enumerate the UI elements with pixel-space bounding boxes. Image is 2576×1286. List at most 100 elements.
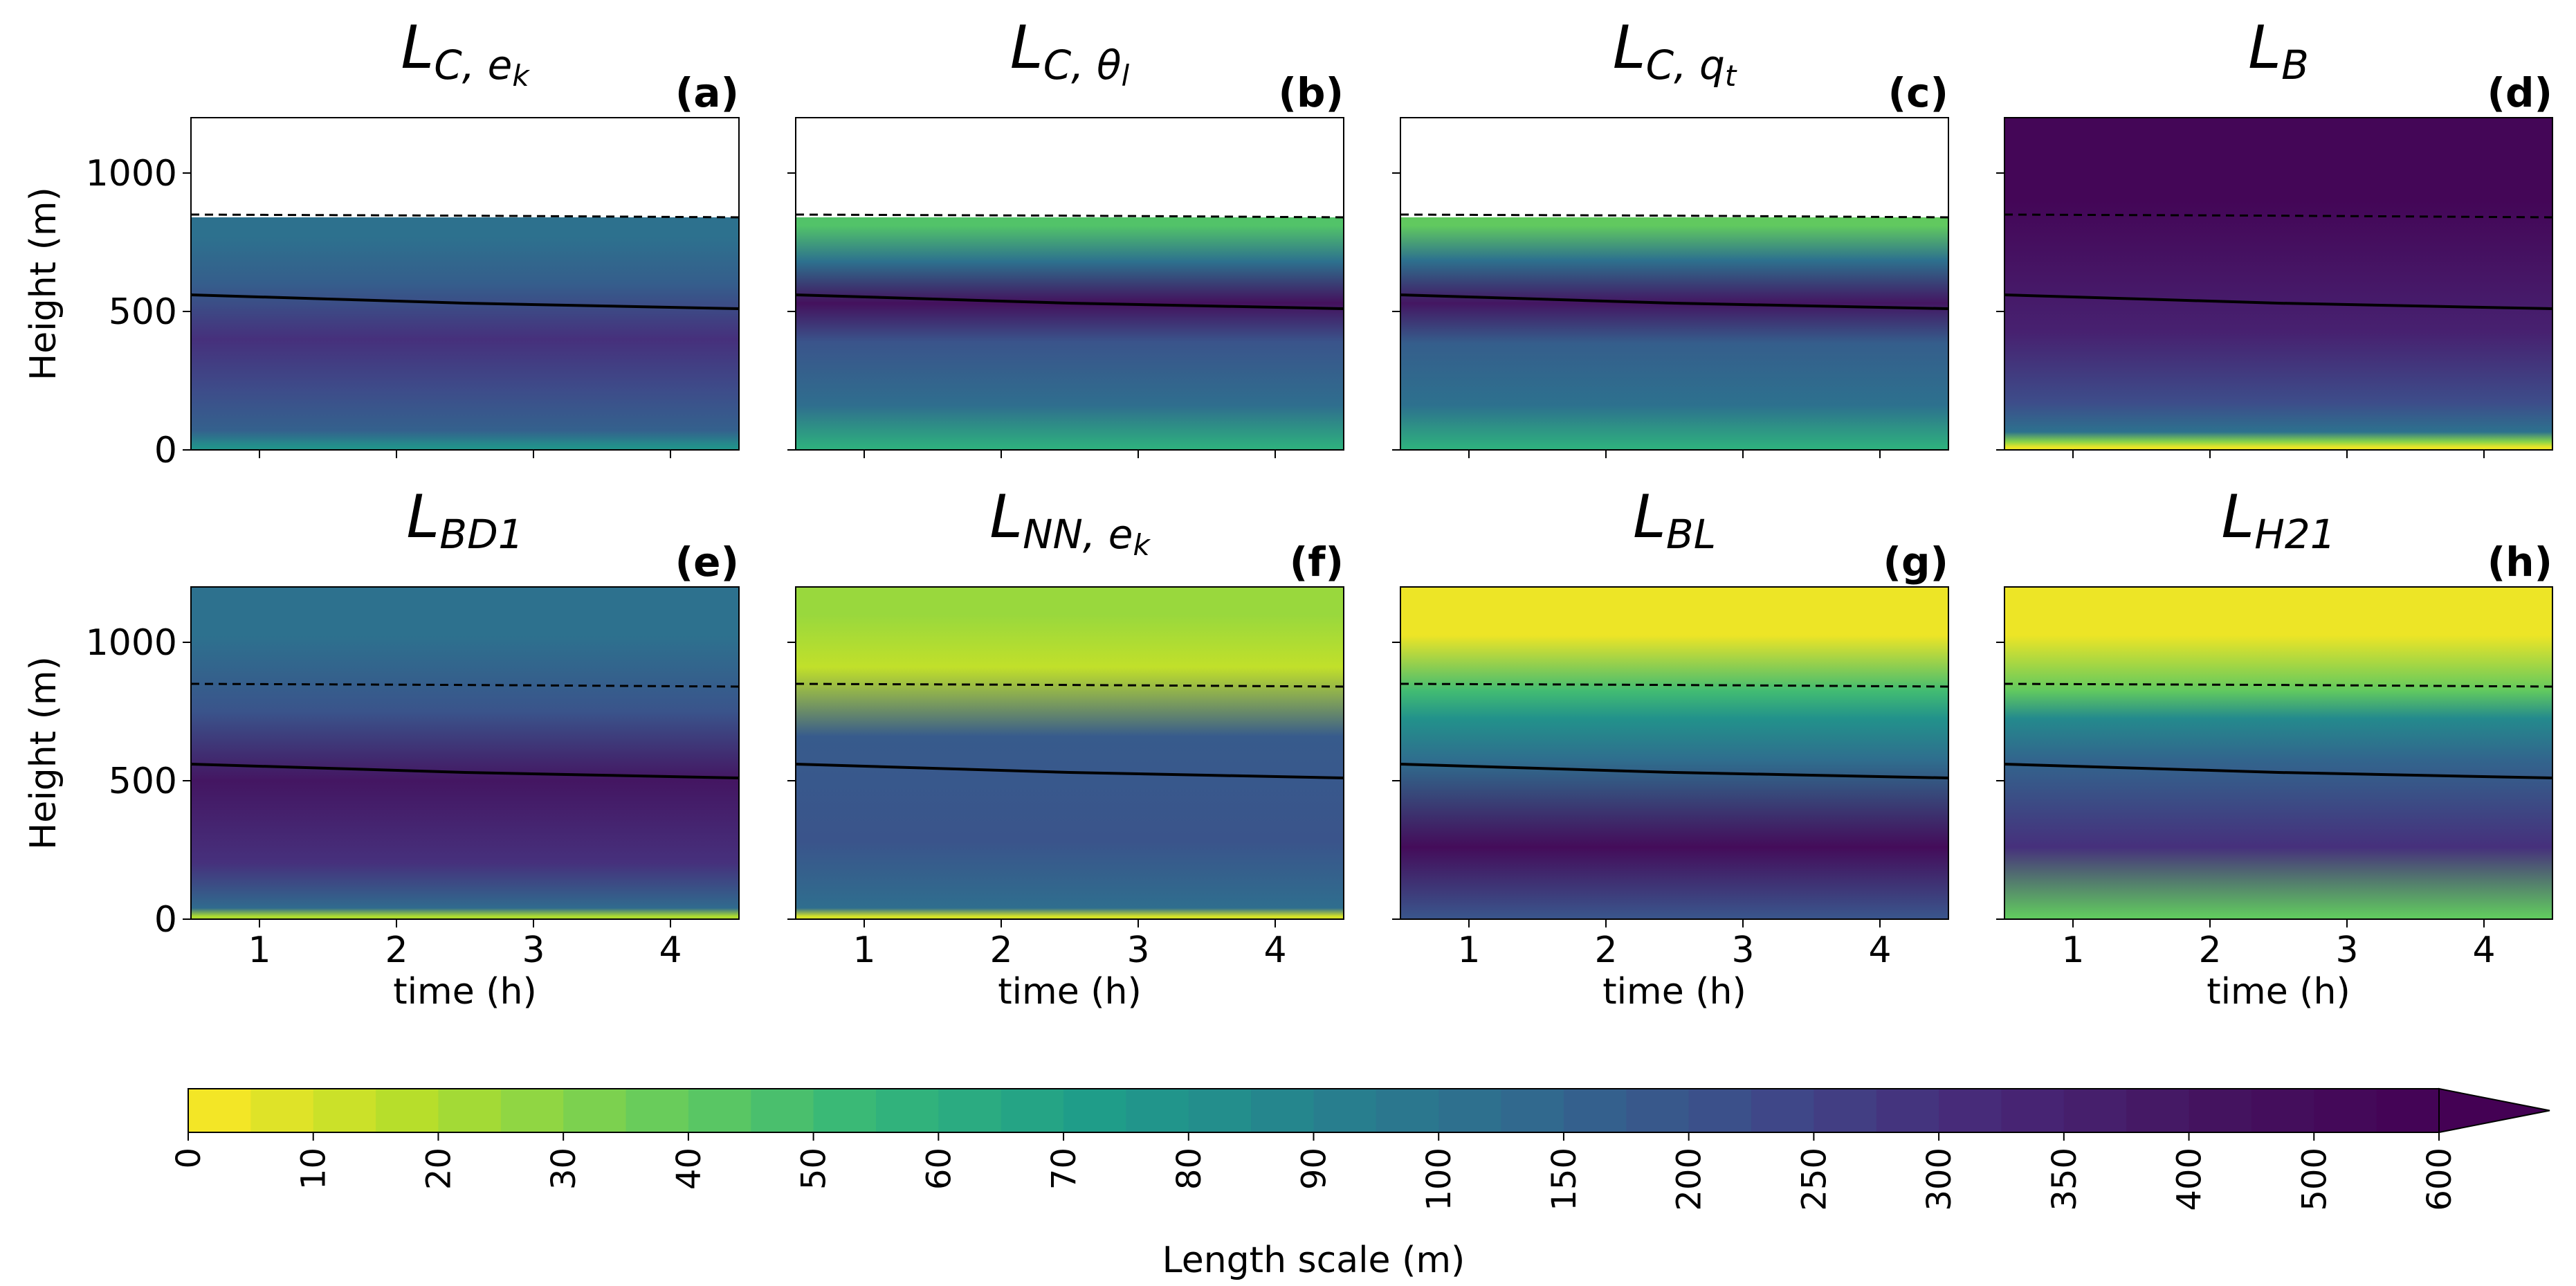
colorbar-block-18 [1313,1089,1377,1132]
colorbar-block-17 [1251,1089,1315,1132]
colorbar-tick-label-18: 600 [2420,1148,2459,1211]
colorbar-tick-label-7: 70 [1045,1148,1084,1190]
colorbar-block-7 [625,1089,689,1132]
panel-frame-a [190,117,740,451]
colorbar-block-24 [1688,1089,1752,1132]
panel-title-a: LC, ek [401,13,530,93]
colorbar-tick-label-4: 40 [670,1148,709,1190]
panel-frame-b [795,117,1344,451]
x-tick-label-h-3: 4 [2472,930,2495,971]
x-tick-label-e-1: 2 [385,930,408,971]
colorbar-block-14 [1063,1089,1127,1132]
colorbar-block-26 [1814,1089,1877,1132]
solid-line-f [796,763,1344,779]
colorbar-block-35 [2376,1089,2440,1132]
y-tick-label-a-1: 500 [109,291,177,333]
x-tick-label-h-2: 3 [2335,930,2358,971]
colorbar-tick-label-10: 100 [1420,1148,1459,1211]
colorbar-block-21 [1501,1089,1564,1132]
panel-a: 0 500 1000 LC, ek (a) Height (m) [23,13,740,471]
field-fill-h [2004,587,2552,919]
solid-line-a [191,293,739,310]
colorbar-tick-label-1: 10 [295,1148,334,1190]
colorbar-block-13 [1001,1089,1064,1132]
colorbar-block-34 [2314,1089,2377,1132]
colorbar-tick-label-13: 250 [1795,1148,1834,1211]
field-fill-b [796,217,1344,450]
x-tick-label-f-3: 4 [1263,930,1286,971]
colorbar-block-0 [188,1089,251,1132]
panel-label-e: (e) [675,538,739,586]
colorbar-block-30 [2063,1089,2127,1132]
colorbar-block-32 [2189,1089,2252,1132]
field-fill-g [1400,587,1948,919]
y-tick-label-e-2: 1000 [86,622,177,664]
field-fill-e [191,587,739,919]
dashed-line-b [796,213,1344,219]
panel-label-b: (b) [1278,69,1344,116]
y-tick-label-a-0: 0 [154,430,177,471]
dashed-line-a [191,213,739,219]
colorbar-block-31 [2126,1089,2190,1132]
colorbar-block-5 [500,1089,564,1132]
colorbar-tick-label-5: 50 [795,1148,834,1190]
panel-title-b: LC, θl [1010,13,1130,93]
colorbar-block-28 [1939,1089,2002,1132]
x-tick-label-g-3: 4 [1868,930,1891,971]
y-axis-label-a: Height (m) [23,187,64,381]
solid-line-e [191,763,739,779]
colorbar-block-23 [1626,1089,1690,1132]
solid-line-h [2004,763,2552,779]
panel-b: LC, θl (b) [787,13,1344,458]
x-tick-label-h-0: 1 [2061,930,2084,971]
colorbar-block-1 [250,1089,314,1132]
solid-line-b [796,293,1344,310]
colorbar-block-2 [313,1089,376,1132]
panel-label-h: (h) [2487,538,2552,586]
panel-label-g: (g) [1883,538,1948,586]
x-tick-label-e-2: 3 [522,930,545,971]
field-fill-c [1400,217,1948,450]
panel-label-f: (f) [1290,538,1344,586]
colorbar-block-22 [1563,1089,1627,1132]
panel-title-c: LC, qt [1613,13,1737,93]
panel-e: 1 2 3 4 0 500 1000 LBD1 (e) Height (m) time (h) [23,482,740,1013]
panel-field-g [1400,587,1948,919]
colorbar-ticks: 0 10 20 30 40 50 60 70 80 90 100 150 200 250 300 350 400… [170,1132,2459,1211]
colorbar-tick-label-16: 400 [2171,1148,2209,1211]
panel-frame-e [190,586,740,920]
colorbar-block-29 [2001,1089,2065,1132]
panel-field-f [796,587,1344,919]
colorbar-block-10 [813,1089,877,1132]
x-tick-label-f-1: 2 [989,930,1012,971]
colorbar-block-11 [875,1089,939,1132]
panel-field-d [2004,118,2552,450]
panel-title-h: LH21 [2221,482,2335,558]
dashed-line-h [2004,682,2552,688]
panel-h: 1 2 3 4 LH21 (h) time (h) [1996,482,2553,1013]
field-fill-f [796,587,1344,919]
x-axis-label-h: time (h) [2207,971,2350,1013]
panel-field-h [2004,587,2552,919]
colorbar-block-6 [563,1089,627,1132]
dashed-line-c [1400,213,1948,219]
solid-line-d [2004,293,2552,310]
colorbar-tick-label-8: 80 [1170,1148,1209,1190]
colorbar-tick-label-9: 90 [1295,1148,1334,1190]
x-tick-label-f-0: 1 [852,930,875,971]
panel-frame-d [2004,117,2553,451]
colorbar-block-16 [1188,1089,1252,1132]
colorbar-block-4 [438,1089,502,1132]
colorbar-block-27 [1876,1089,1939,1132]
panel-frame-g [1400,586,1949,920]
colorbar-block-8 [688,1089,751,1132]
dashed-line-d [2004,213,2552,219]
colorbar-blocks [188,1089,2440,1132]
panel-field-b [796,118,1344,450]
panel-label-c: (c) [1888,69,1948,116]
colorbar-block-19 [1376,1089,1439,1132]
y-tick-label-e-0: 0 [154,899,177,941]
panel-field-e [191,587,739,919]
